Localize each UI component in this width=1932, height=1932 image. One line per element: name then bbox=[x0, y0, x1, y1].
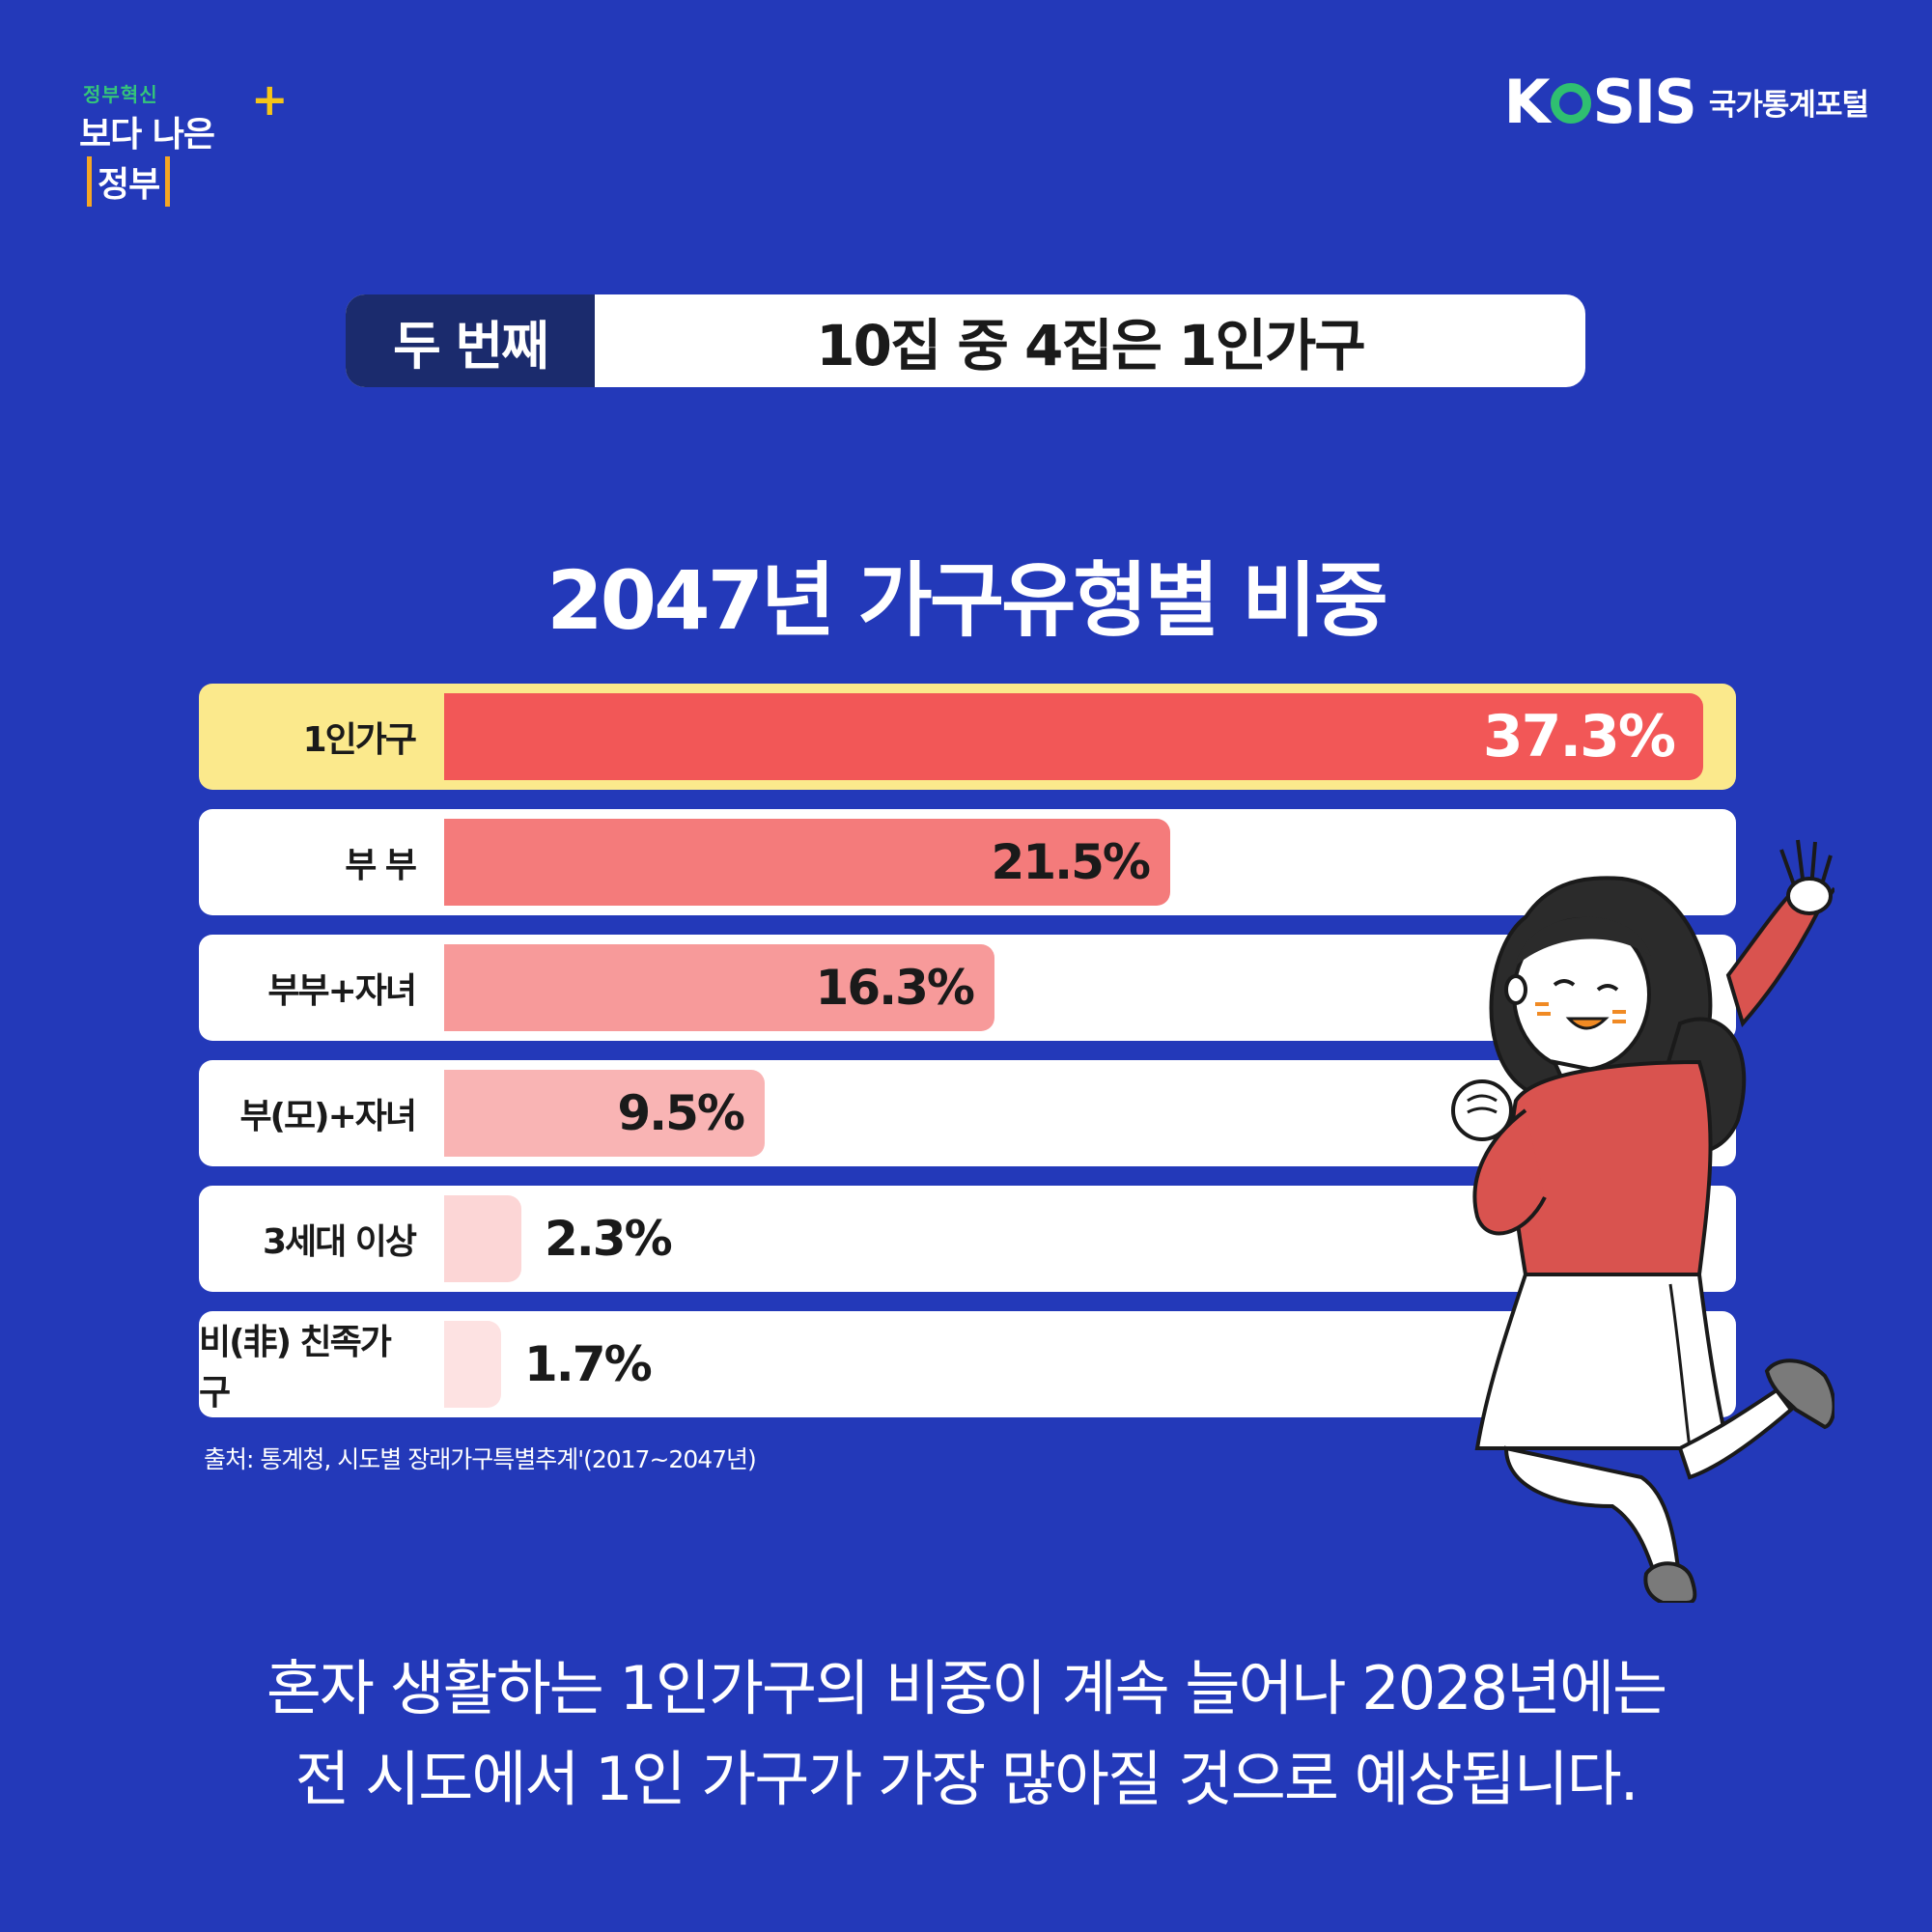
kosis-logo-k: K bbox=[1503, 66, 1550, 137]
kosis-logo-o-ring-icon bbox=[1550, 83, 1591, 124]
kosis-logo-rest: SIS bbox=[1592, 66, 1697, 137]
gov-logo-bracket-text: 정부 bbox=[87, 156, 171, 207]
government-innovation-logo: 정부혁신 보다 나은정부 + bbox=[79, 73, 292, 207]
section-tag: 두 번째 bbox=[346, 294, 595, 387]
value-label: 1.7% bbox=[524, 1336, 653, 1392]
kosis-logo-subtitle: 국가통계포털 bbox=[1708, 87, 1869, 123]
chart-row: 부 부 21.5% bbox=[199, 809, 1736, 915]
category-label: 부 부 bbox=[345, 846, 417, 885]
category-label: 비(非) 친족가구 bbox=[199, 1323, 392, 1413]
gov-logo-main-text: 보다 나은정부 bbox=[79, 106, 292, 207]
chart-row: 부부+자녀 16.3% bbox=[199, 935, 1736, 1041]
bottom-description: 혼자 생활하는 1인가구의 비중이 계속 늘어나 2028년에는 전 시도에서 … bbox=[0, 1643, 1932, 1825]
value-label: 2.3% bbox=[545, 1211, 673, 1267]
section-headline: 10집 중 4집은 1인가구 bbox=[816, 313, 1366, 378]
bar bbox=[444, 1321, 501, 1408]
category-label: 부부+자녀 bbox=[267, 971, 417, 1011]
chart-row: 비(非) 친족가구 1.7% bbox=[199, 1311, 1736, 1417]
bar bbox=[444, 1195, 521, 1282]
value-label: 9.5% bbox=[617, 1085, 745, 1141]
gov-logo-plus: + bbox=[251, 73, 289, 126]
section-header: 두 번째 10집 중 4집은 1인가구 bbox=[346, 294, 1585, 387]
chart-title: 2047년 가구유형별 비중 bbox=[546, 553, 1388, 648]
chart-row: 1인가구 37.3% bbox=[199, 684, 1736, 790]
bar bbox=[444, 819, 1170, 906]
bar bbox=[444, 1070, 765, 1157]
category-label: 부(모)+자녀 bbox=[239, 1097, 417, 1136]
value-label: 37.3% bbox=[1482, 703, 1676, 770]
jumping-woman-illustration bbox=[1451, 839, 1834, 1603]
category-label: 3세대 이상 bbox=[262, 1222, 417, 1262]
kosis-logo: K SIS 국가통계포털 bbox=[1503, 66, 1869, 137]
gov-logo-main-pre: 보다 나은 bbox=[79, 115, 215, 154]
bottom-description-line-1: 혼자 생활하는 1인가구의 비중이 계속 늘어나 2028년에는 bbox=[266, 1653, 1667, 1723]
value-label: 21.5% bbox=[991, 834, 1151, 890]
gov-logo-small-text: 정부혁신 bbox=[83, 83, 158, 106]
category-label: 1인가구 bbox=[302, 720, 417, 760]
value-label: 16.3% bbox=[815, 960, 975, 1016]
household-type-bar-chart: 1인가구 37.3% 부 부 21.5% 부부+자녀 16.3% 부(모)+자녀 9.5% 3세… bbox=[199, 684, 1736, 1417]
source-note: 출처: 통계청, 시도별 장래가구특별추계'(2017~2047년) bbox=[204, 1445, 757, 1473]
bar bbox=[444, 944, 994, 1031]
bottom-description-line-2: 전 시도에서 1인 가구가 가장 많아질 것으로 예상됩니다. bbox=[294, 1744, 1639, 1814]
bar bbox=[444, 693, 1703, 780]
